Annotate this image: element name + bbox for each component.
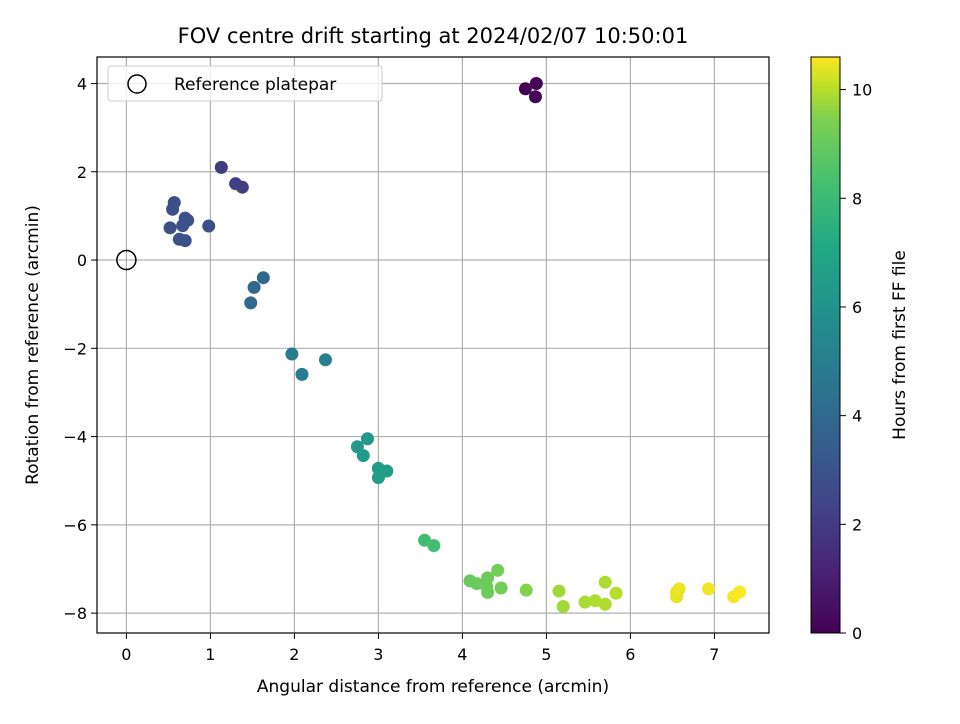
data-point [491, 563, 505, 577]
data-point [494, 581, 508, 595]
data-point [556, 600, 570, 614]
x-tick-label: 0 [121, 645, 131, 664]
data-point [519, 583, 533, 597]
data-point [672, 582, 686, 596]
data-point [285, 347, 299, 361]
x-tick-label: 3 [373, 645, 383, 664]
x-tick-label: 6 [625, 645, 635, 664]
legend: Reference platepar [107, 65, 383, 102]
x-tick-label: 5 [541, 645, 551, 664]
data-point [598, 575, 612, 589]
x-axis-label: Angular distance from reference (arcmin) [257, 677, 609, 697]
data-point [235, 180, 249, 194]
legend-reference-marker [127, 74, 147, 94]
x-tick-label: 4 [457, 645, 467, 664]
colorbar-tick-label: 0 [852, 624, 862, 643]
y-tick-label: −4 [63, 428, 87, 447]
colorbar-tick-label: 6 [852, 298, 862, 317]
colorbar-tick-label: 10 [852, 81, 872, 100]
data-point [371, 471, 385, 485]
data-point [470, 577, 484, 591]
data-point [256, 271, 270, 285]
data-point [166, 202, 180, 216]
data-point [360, 432, 374, 446]
chart-title: FOV centre drift starting at 2024/02/07 … [178, 24, 689, 48]
colorbar-tick-label: 8 [852, 189, 862, 208]
data-point [247, 280, 261, 294]
legend-label: Reference platepar [174, 75, 336, 95]
data-point [598, 597, 612, 611]
data-point [733, 585, 747, 599]
y-tick-label: −8 [63, 604, 87, 623]
data-point [244, 296, 258, 310]
data-point [528, 90, 542, 104]
x-tick-label: 7 [709, 645, 719, 664]
data-point [214, 160, 228, 174]
x-tick-label: 2 [289, 645, 299, 664]
data-point [518, 82, 532, 96]
y-tick-label: 0 [77, 251, 87, 270]
data-point [163, 221, 177, 235]
legend-box [107, 65, 383, 102]
x-tick-label: 1 [205, 645, 215, 664]
data-point [295, 367, 309, 381]
grid-lines [97, 57, 769, 633]
data-point [588, 594, 602, 608]
data-point [202, 219, 216, 233]
y-tick-label: −2 [63, 339, 87, 358]
plot-frame [96, 56, 770, 634]
data-point [356, 449, 370, 463]
data-point [609, 586, 623, 600]
y-tick-label: −6 [63, 516, 87, 535]
y-axis-label: Rotation from reference (arcmin) [23, 205, 43, 485]
data-points [163, 76, 747, 614]
colorbar-ticks: 0 2 4 6 8 10 [840, 81, 872, 643]
data-point [529, 76, 543, 90]
data-point [318, 353, 332, 367]
data-point [176, 219, 190, 233]
y-tick-label: 2 [77, 163, 87, 182]
data-point [481, 585, 495, 599]
x-axis-ticks: 0 1 2 3 4 5 6 7 [121, 633, 719, 664]
reference-marker-group [116, 249, 137, 271]
data-point [178, 234, 192, 248]
colorbar-tick-label: 4 [852, 407, 862, 426]
y-tick-label: 4 [77, 74, 87, 93]
data-point [702, 582, 716, 596]
reference-platepar-marker [116, 249, 137, 271]
y-axis-ticks: −8 −6 −4 −2 0 2 4 [63, 74, 97, 623]
colorbar [810, 56, 841, 634]
data-point [427, 539, 441, 553]
colorbar-label: Hours from first FF file [890, 250, 910, 440]
data-point [552, 584, 566, 598]
data-point [578, 595, 592, 609]
colorbar-tick-label: 2 [852, 515, 862, 534]
